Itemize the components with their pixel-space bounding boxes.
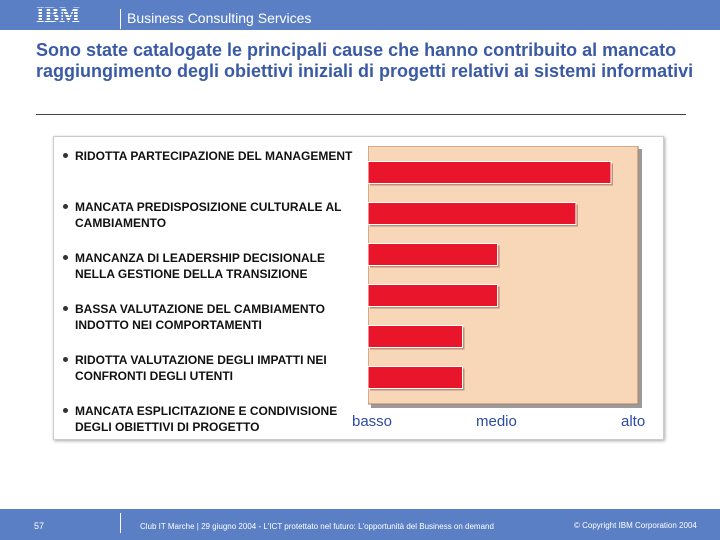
bullet-icon <box>63 306 68 311</box>
category-label: MANCATA ESPLICITAZIONE E CONDIVISIONE DE… <box>75 404 338 434</box>
copyright: © Copyright IBM Corporation 2004 <box>574 521 697 530</box>
bar <box>368 284 499 307</box>
plot-area <box>368 146 639 405</box>
bar <box>368 161 612 184</box>
page-number: 57 <box>34 521 45 531</box>
bar <box>368 243 499 266</box>
category-label: MANCANZA DI LEADERSHIP DECISIONALE NELLA… <box>75 251 326 281</box>
x-tick-label: alto <box>621 413 646 430</box>
bullet-icon <box>63 153 68 158</box>
bullet-icon <box>63 357 68 362</box>
footer-divider <box>120 513 121 533</box>
bar <box>368 366 463 389</box>
category-label: BASSA VALUTAZIONE DEL CAMBIAMENTO INDOTT… <box>75 302 326 332</box>
category-label: RIDOTTA PARTECIPAZIONE DEL MANAGEMENT <box>75 149 353 163</box>
bar <box>368 325 463 348</box>
bullet-icon <box>63 255 68 260</box>
footer-bar: 57 Club IT Marche | 29 giugno 2004 - L'I… <box>0 509 720 540</box>
slide-title: Sono state catalogate le principali caus… <box>36 40 694 81</box>
category-label: RIDOTTA VALUTAZIONE DEGLI IMPATTI NEI CO… <box>75 353 327 383</box>
category-label: MANCATA PREDISPOSIZIONE CULTURALE AL CAM… <box>75 200 342 230</box>
header-bar: IBM Business Consulting Services <box>0 0 720 30</box>
section-title: Business Consulting Services <box>127 10 312 26</box>
bullet-icon <box>63 408 68 413</box>
title-divider <box>36 114 686 115</box>
bullet-icon <box>63 204 68 209</box>
x-tick-label: medio <box>476 413 517 430</box>
bar <box>368 202 577 225</box>
bar-chart <box>368 146 642 408</box>
ibm-logo-text: IBM <box>36 3 80 25</box>
header-divider <box>120 9 121 29</box>
footer-text: Club IT Marche | 29 giugno 2004 - L'ICT … <box>140 522 494 531</box>
ibm-logo: IBM <box>36 3 80 25</box>
x-tick-label: basso <box>352 413 393 430</box>
